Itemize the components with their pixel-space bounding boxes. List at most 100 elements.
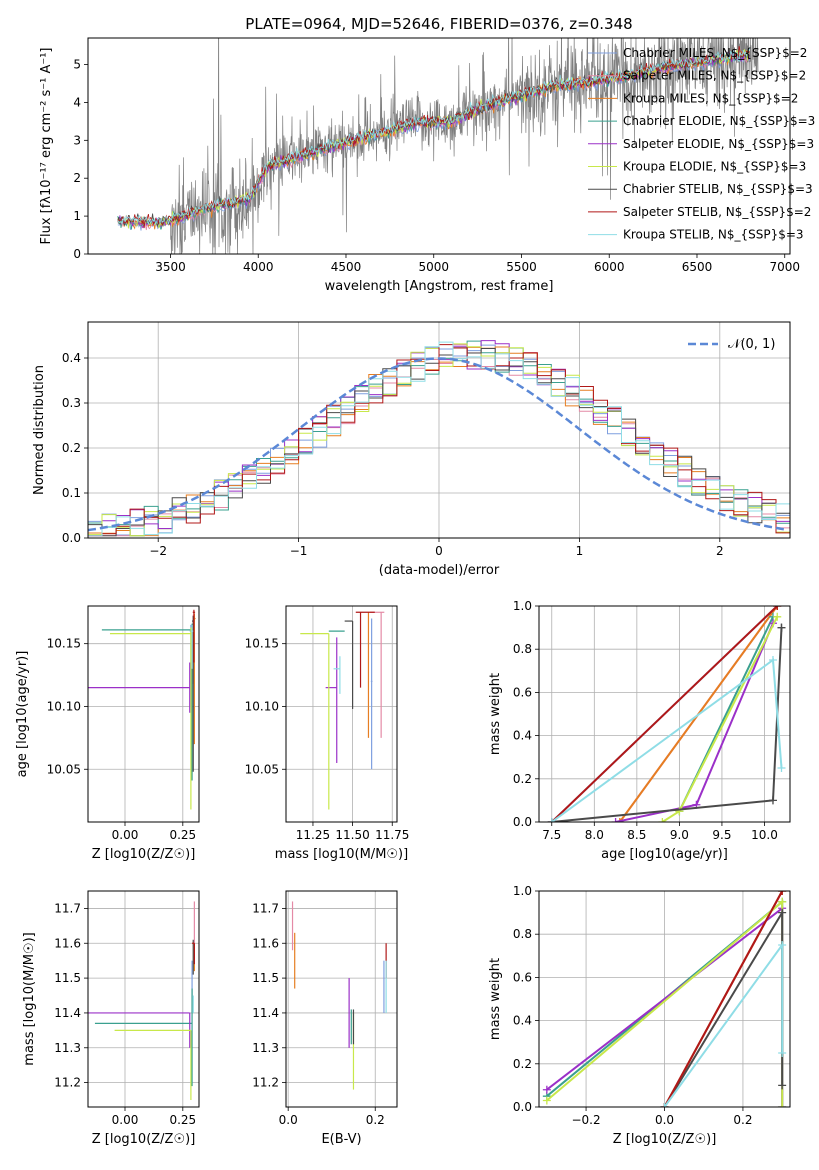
y-axis-label: mass weight <box>488 958 503 1040</box>
model-spectrum-line <box>117 46 750 229</box>
y-tick-label: 0.2 <box>62 441 81 455</box>
x-axis-label: wavelength [Angstrom, rest frame] <box>325 279 554 294</box>
y-tick-label: 0.0 <box>62 531 81 545</box>
plot-area <box>542 891 787 1107</box>
plot-area <box>547 606 786 822</box>
y-tick-label: 10.05 <box>245 762 279 776</box>
model-spectrum-line <box>117 47 750 226</box>
mass-weight-marker <box>611 818 620 822</box>
y-tick-label: 11.2 <box>54 1076 81 1090</box>
mass-weight-marker <box>777 623 786 632</box>
x-axis-label: Z [log10(Z/Z☉)] <box>613 1132 717 1147</box>
x-axis-label: (data-model)/error <box>379 563 500 578</box>
x-tick-label: 5500 <box>506 260 537 274</box>
mass-weight-marker <box>675 807 684 816</box>
x-axis-label: Z [log10(Z/Z☉)] <box>92 1132 196 1147</box>
legend-entry: Chabrier STELIB, N$_{SSP}$=3 <box>623 182 813 196</box>
mass-weight-line <box>663 891 784 1107</box>
y-axis-label: age [log10(age/yr)] <box>15 651 30 778</box>
residual-histogram-step <box>88 341 790 538</box>
massweight-vs-metallicity-panel: −0.2 0.0 0.2 0.0 0.2 0.4 0.6 0.8 1.0 Z [log10(Z/Z… <box>488 884 791 1147</box>
mass-weight-marker <box>778 1103 787 1107</box>
x-axis-label: age [log10(age/yr)] <box>601 847 728 862</box>
mass-weight-marker <box>768 796 777 805</box>
normal-legend-label: 𝒩(0, 1) <box>728 337 775 352</box>
y-tick-label: 0.6 <box>513 970 532 984</box>
mass-weight-line <box>615 622 774 822</box>
y-tick-label: 11.3 <box>252 1041 279 1055</box>
y-tick-label: 0.6 <box>513 685 532 699</box>
y-tick-label: 2 <box>73 171 81 185</box>
x-tick-label: 11.25 <box>296 828 330 842</box>
axes-frame <box>87 37 791 255</box>
axes-frame <box>285 605 398 823</box>
x-tick-label: 7.5 <box>542 828 561 842</box>
x-tick-label: 0.25 <box>169 1113 196 1127</box>
x-tick-label: 9.5 <box>712 828 731 842</box>
y-tick-label: 10.05 <box>47 762 81 776</box>
mass-weight-marker <box>615 818 624 822</box>
y-axis-label: Normed distribution <box>32 365 47 495</box>
x-tick-label: 10.0 <box>751 828 778 842</box>
x-tick-label: 3500 <box>155 260 186 274</box>
x-tick-label: 4500 <box>331 260 362 274</box>
mass-vs-metallicity-panel: 0.00 0.25 11.2 11.3 11.4 11.5 11.6 11.7 Z [log10… <box>22 890 200 1147</box>
x-tick-label: −0.2 <box>571 1113 600 1127</box>
y-tick-label: 11.3 <box>54 1041 81 1055</box>
x-tick-label: 11.75 <box>375 828 409 842</box>
axes-frame <box>87 605 200 823</box>
spectrum-panel: 3500 4000 4500 5000 5500 6000 6500 7000 0 1 2 3 4 5 wa… <box>39 37 815 294</box>
mass-weight-marker <box>777 764 786 772</box>
plot-area <box>88 609 196 810</box>
mass-weight-marker <box>768 656 777 664</box>
y-tick-label: 0.1 <box>62 486 81 500</box>
y-tick-label: 11.6 <box>54 936 81 950</box>
x-tick-label: 0 <box>435 544 443 558</box>
y-tick-label: 11.7 <box>252 901 279 915</box>
age-vs-mass-panel: 11.25 11.50 11.75 10.05 10.10 10.15 mass [log1… <box>245 605 409 862</box>
y-tick-label: 11.4 <box>54 1006 81 1020</box>
normal-curve-line <box>88 357 788 532</box>
plot-area <box>291 901 387 1090</box>
x-tick-label: 11.50 <box>335 828 369 842</box>
mass-weight-marker <box>778 891 787 895</box>
mass-weight-marker <box>660 1103 669 1107</box>
mass-weight-marker <box>778 1049 787 1057</box>
x-tick-label: 4000 <box>243 260 274 274</box>
axes-frame <box>285 890 398 1108</box>
y-tick-label: 1.0 <box>513 884 532 898</box>
mass-weight-marker <box>773 606 782 610</box>
x-tick-label: 5000 <box>418 260 449 274</box>
figure-title: PLATE=0964, MJD=52646, FIBERID=0376, z=0… <box>245 15 632 33</box>
y-tick-label: 10.15 <box>47 637 81 651</box>
mass-weight-marker <box>658 818 667 822</box>
x-tick-label: 0.2 <box>366 1113 385 1127</box>
y-axis-label: mass weight <box>488 673 503 755</box>
x-tick-label: 9.0 <box>670 828 689 842</box>
legend-entry: Salpeter MILES, N$_{SSP}$=2 <box>623 69 806 83</box>
mass-weight-line <box>663 909 784 1107</box>
mass-weight-marker <box>778 897 787 906</box>
legend-entry: Salpeter STELIB, N$_{SSP}$=2 <box>623 205 811 219</box>
residuals-panel: −2 −1 0 1 2 0.0 0.1 0.2 0.3 0.4 (data-model)/error… <box>32 321 791 578</box>
legend-entry: Kroupa ELODIE, N$_{SSP}$=3 <box>623 160 806 174</box>
y-tick-label: 0.0 <box>513 1100 532 1114</box>
axes-frame <box>87 321 791 539</box>
axes-frame <box>538 890 791 1108</box>
mass-weight-marker <box>542 1096 551 1105</box>
y-tick-label: 11.2 <box>252 1076 279 1090</box>
plot-area <box>117 38 759 254</box>
observed-spectrum-line <box>117 38 759 254</box>
x-axis-label: E(B-V) <box>321 1132 361 1147</box>
axes-frame <box>87 890 200 1108</box>
y-tick-label: 10.15 <box>245 637 279 651</box>
x-tick-label: 0.00 <box>112 1113 139 1127</box>
y-axis-label: mass [log10(M/M☉)] <box>22 932 37 1065</box>
mass-weight-marker <box>547 818 556 822</box>
massweight-vs-age-panel: 7.5 8.0 8.5 9.0 9.5 10.0 0.0 0.2 0.4 0.6 0.8 1.0 age… <box>488 599 791 862</box>
y-tick-label: 0.3 <box>62 396 81 410</box>
mass-weight-line <box>551 627 783 822</box>
y-tick-label: 0.2 <box>513 772 532 786</box>
legend-entry: Salpeter ELODIE, N$_{SSP}$=3 <box>623 137 814 151</box>
